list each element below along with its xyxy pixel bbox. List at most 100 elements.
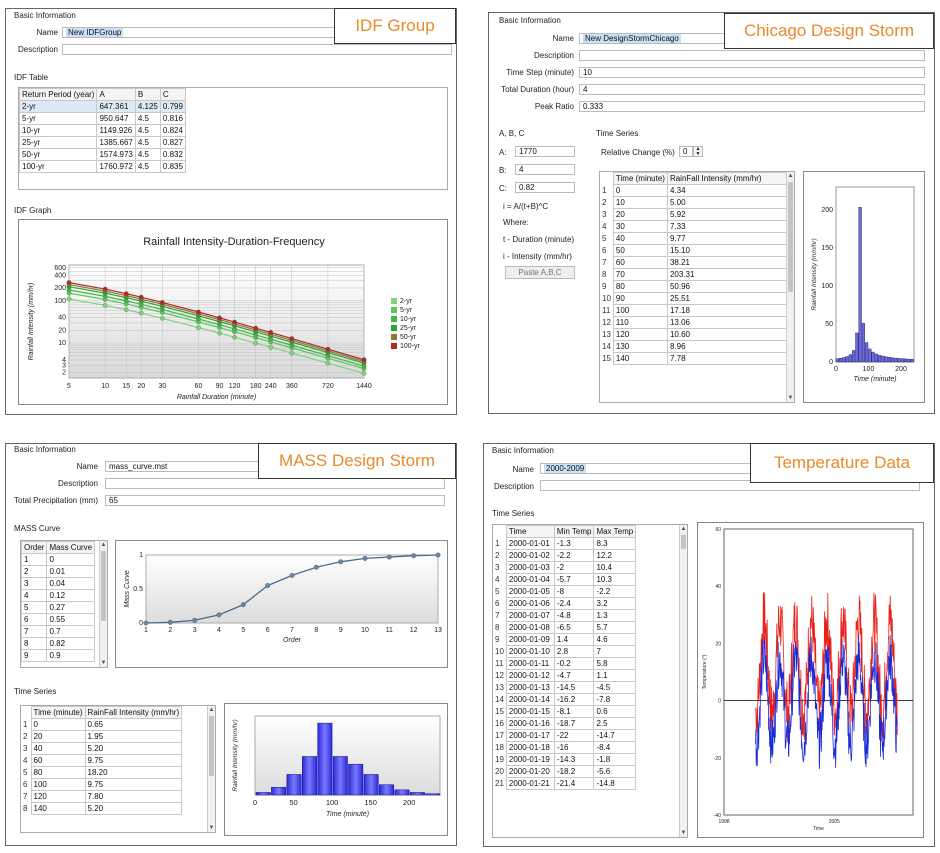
table-cell[interactable]: 4.5 (134, 148, 161, 161)
column-header[interactable]: RainFall Intensity (mm/hr) (666, 172, 794, 185)
table-cell[interactable]: 4.5 (134, 124, 161, 137)
table-row[interactable]: 9 0.9 (20, 649, 96, 662)
table-row[interactable]: 4 2000-01-04 -5.7 10.3 (493, 573, 637, 586)
table-cell[interactable]: -5.7 (553, 573, 595, 586)
table-row[interactable]: 20 2000-01-20 -18.2 -5.6 (493, 765, 637, 778)
table-row[interactable]: 5 0.27 (20, 601, 96, 614)
table-row[interactable]: 10 90 25.51 (600, 292, 794, 305)
paste-abc-button[interactable]: Paste A,B,C (505, 266, 575, 279)
table-cell[interactable]: 12.2 (593, 549, 637, 562)
table-cell[interactable]: 2000-01-20 (505, 765, 555, 778)
table-scrollbar[interactable]: ▲ ▼ (207, 706, 215, 832)
table-cell[interactable]: 9 (20, 649, 48, 662)
table-row[interactable]: 17 2000-01-17 -22 -14.7 (493, 729, 637, 742)
table-cell[interactable]: 0.82 (46, 637, 96, 650)
table-cell[interactable]: -5.6 (593, 765, 637, 778)
table-cell[interactable]: 2000-01-07 (505, 609, 555, 622)
table-cell[interactable]: 2000-01-09 (505, 633, 555, 646)
table-row[interactable]: 25-yr 1385.667 4.5 0.827 (18, 136, 186, 149)
table-cell[interactable]: 9.75 (84, 778, 183, 791)
table-row[interactable]: 14 2000-01-14 -16.2 -7.8 (493, 693, 637, 706)
table-cell[interactable]: 2000-01-12 (505, 669, 555, 682)
table-cell[interactable]: 100 (30, 778, 86, 791)
table-scrollbar[interactable]: ▲ ▼ (786, 172, 794, 402)
table-row[interactable]: 9 80 50.96 (600, 280, 794, 293)
table-cell[interactable]: 2000-01-21 (505, 777, 555, 790)
column-header[interactable]: Time (505, 525, 555, 538)
table-cell[interactable]: 0.7 (46, 625, 96, 638)
table-cell[interactable]: 2000-01-10 (505, 645, 555, 658)
table-cell[interactable]: 7.78 (666, 352, 794, 365)
table-cell[interactable]: 10 (612, 196, 668, 209)
column-header[interactable]: RainFall Intensity (mm/hr) (84, 706, 183, 719)
table-row[interactable]: 12 110 13.06 (600, 316, 794, 329)
table-cell[interactable]: 4.5 (134, 112, 161, 125)
table-cell[interactable]: 0.835 (159, 160, 186, 173)
table-cell[interactable]: -4.5 (593, 681, 637, 694)
table-cell[interactable]: 2000-01-02 (505, 549, 555, 562)
table-cell[interactable]: 50.96 (666, 280, 794, 293)
table-row[interactable]: 21 2000-01-21 -21.4 -14.8 (493, 777, 637, 790)
table-cell[interactable]: 0 (30, 718, 86, 731)
table-cell[interactable]: 2000-01-11 (505, 657, 555, 670)
table-cell[interactable]: 1 (20, 553, 48, 566)
table-cell[interactable]: 18.20 (84, 766, 183, 779)
relative-change-spinner[interactable]: ▲ ▼ (693, 146, 703, 157)
column-header[interactable]: Max Temp (593, 525, 637, 538)
table-cell[interactable]: 25.51 (666, 292, 794, 305)
table-row[interactable]: 10-yr 1149.926 4.5 0.824 (18, 124, 186, 137)
table-row[interactable]: 2-yr 647.361 4.125 0.799 (18, 100, 186, 113)
table-cell[interactable]: 1760.972 (96, 160, 136, 173)
table-row[interactable]: 6 100 9.75 (21, 778, 183, 791)
table-row[interactable]: 16 2000-01-16 -18.7 2.5 (493, 717, 637, 730)
table-cell[interactable]: -14.8 (593, 777, 637, 790)
table-cell[interactable]: -8.4 (593, 741, 637, 754)
table-cell[interactable]: 5 (20, 601, 48, 614)
table-cell[interactable]: 2000-01-18 (505, 741, 555, 754)
table-cell[interactable]: -16.2 (553, 693, 595, 706)
relative-change-field[interactable]: 0 (679, 146, 693, 157)
table-row[interactable]: 3 0.04 (20, 577, 96, 590)
table-cell[interactable]: 30 (612, 220, 668, 233)
table-row[interactable]: 19 2000-01-19 -14.3 -1.8 (493, 753, 637, 766)
table-row[interactable]: 1 2000-01-01 -1.3 8.3 (493, 537, 637, 550)
table-cell[interactable]: 9.77 (666, 232, 794, 245)
table-cell[interactable]: 0.824 (159, 124, 186, 137)
table-cell[interactable]: 3 (20, 577, 48, 590)
table-cell[interactable]: 50-yr (18, 148, 98, 161)
column-header[interactable]: C (159, 88, 186, 101)
description-field[interactable] (579, 50, 925, 61)
table-row[interactable]: 8 70 203.31 (600, 268, 794, 281)
table-cell[interactable]: 3.2 (593, 597, 637, 610)
table-cell[interactable]: 25-yr (18, 136, 98, 149)
table-cell[interactable]: 2-yr (18, 100, 98, 113)
table-cell[interactable]: 2000-01-06 (505, 597, 555, 610)
table-cell[interactable]: 60 (612, 256, 668, 269)
table-cell[interactable]: -2.2 (593, 585, 637, 598)
table-cell[interactable]: -1.8 (593, 753, 637, 766)
table-row[interactable]: 1 0 4.34 (600, 184, 794, 197)
table-cell[interactable]: 8.96 (666, 340, 794, 353)
table-row[interactable]: 6 2000-01-06 -2.4 3.2 (493, 597, 637, 610)
table-cell[interactable]: 2000-01-15 (505, 705, 555, 718)
table-cell[interactable]: -2.4 (553, 597, 595, 610)
table-cell[interactable]: 4.5 (134, 160, 161, 173)
table-cell[interactable]: 80 (30, 766, 86, 779)
description-field[interactable] (105, 478, 445, 489)
total-duration-field[interactable]: 4 (579, 84, 925, 95)
table-cell[interactable]: 1.1 (593, 669, 637, 682)
table-cell[interactable]: 40 (612, 232, 668, 245)
table-cell[interactable]: 2 (20, 565, 48, 578)
time-step-field[interactable]: 10 (579, 67, 925, 78)
table-cell[interactable]: 20 (612, 208, 668, 221)
table-cell[interactable]: 0.65 (84, 718, 183, 731)
table-cell[interactable]: 90 (612, 292, 668, 305)
table-row[interactable]: 2 10 5.00 (600, 196, 794, 209)
table-cell[interactable]: 7 (20, 625, 48, 638)
table-cell[interactable]: 1.95 (84, 730, 183, 743)
column-header[interactable]: B (134, 88, 161, 101)
table-cell[interactable]: 2000-01-19 (505, 753, 555, 766)
table-row[interactable]: 11 100 17.18 (600, 304, 794, 317)
table-cell[interactable]: 4.6 (593, 633, 637, 646)
table-cell[interactable]: 5.7 (593, 621, 637, 634)
